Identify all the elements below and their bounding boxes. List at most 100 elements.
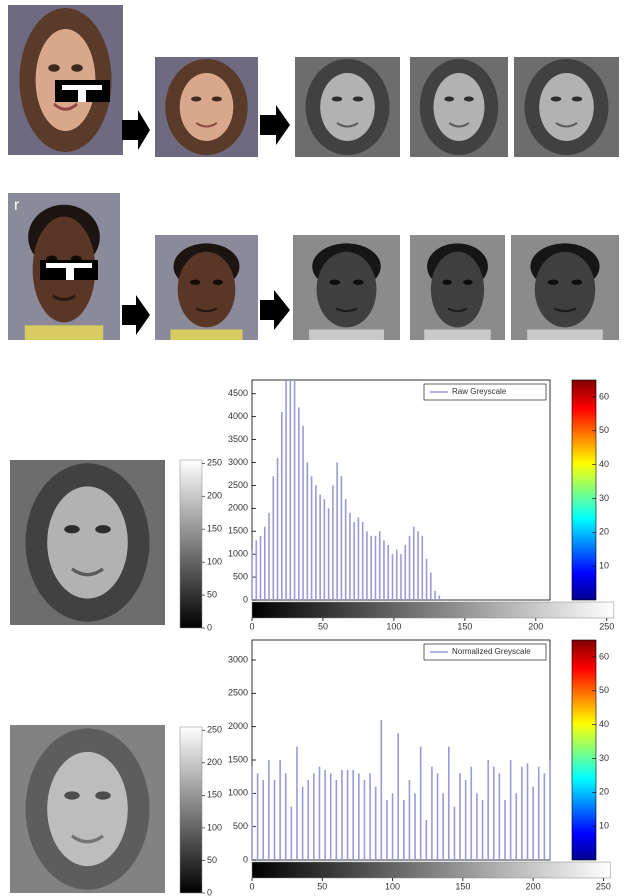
y-tick-label: 2500	[228, 480, 248, 490]
bar	[257, 773, 259, 860]
y-tick-label: 500	[233, 821, 248, 831]
bar	[358, 518, 360, 601]
y-tick-label: 1500	[228, 526, 248, 536]
y-tick-label: 2000	[228, 721, 248, 731]
bar	[285, 380, 287, 600]
bar	[521, 767, 523, 860]
bar	[366, 531, 368, 600]
bar	[302, 426, 304, 600]
bar	[347, 770, 349, 860]
bar	[281, 412, 283, 600]
bar	[426, 820, 428, 860]
bar	[285, 773, 287, 860]
photo	[293, 235, 400, 340]
bar	[392, 793, 394, 860]
photo	[511, 235, 619, 340]
arrow	[122, 295, 150, 335]
photo	[155, 235, 258, 340]
photo	[10, 725, 165, 893]
bar	[262, 780, 264, 860]
x-tick-label: 150	[457, 621, 472, 631]
bar	[421, 536, 423, 600]
jet-colorbar	[572, 640, 596, 860]
y-tick-label: 1000	[228, 788, 248, 798]
bar	[336, 463, 338, 601]
arrow	[122, 110, 150, 150]
y-tick-label: 2500	[228, 688, 248, 698]
bar	[328, 508, 330, 600]
bar	[426, 559, 428, 600]
arrow	[260, 105, 290, 145]
bar	[353, 522, 355, 600]
bar	[459, 773, 461, 860]
bar	[434, 591, 436, 600]
bar	[403, 800, 405, 860]
bar	[324, 770, 326, 860]
bar	[414, 793, 416, 860]
bar	[454, 807, 456, 860]
bar	[277, 458, 279, 600]
colorbar-label: 60	[599, 651, 609, 661]
bar	[279, 760, 281, 860]
bar	[381, 720, 383, 860]
figure: r 050010001500200025003000350040004500Ra…	[0, 0, 624, 896]
photo	[155, 57, 258, 157]
bar	[499, 773, 501, 860]
bar	[379, 531, 381, 600]
y-tick-label: 3000	[228, 654, 248, 664]
bar	[397, 733, 399, 860]
bar	[341, 770, 343, 860]
bar	[439, 595, 441, 600]
bar	[544, 773, 546, 860]
x-tick-label: 100	[385, 881, 400, 891]
bar	[375, 787, 377, 860]
bar	[448, 747, 450, 860]
colorbar-label: 0	[207, 887, 212, 896]
x-tick-label: 0	[249, 621, 254, 631]
bar	[298, 408, 300, 601]
colorbar-label: 100	[207, 556, 222, 566]
colorbar-label: 50	[599, 685, 609, 695]
colorbar-label: 20	[599, 787, 609, 797]
bar	[264, 527, 266, 600]
bar	[400, 554, 402, 600]
x-tick-label: 0	[249, 881, 254, 891]
x-tick-label: 250	[599, 621, 614, 631]
mark: r	[14, 197, 20, 214]
colorbar-label: 50	[207, 589, 217, 599]
y-tick-label: 1000	[228, 549, 248, 559]
bar	[476, 793, 478, 860]
bar	[345, 499, 347, 600]
bar	[330, 773, 332, 860]
bar	[302, 787, 304, 860]
bar	[430, 573, 432, 601]
bar	[493, 767, 495, 860]
bar	[383, 540, 385, 600]
bar	[336, 780, 338, 860]
bar	[251, 767, 253, 860]
bar	[420, 747, 422, 860]
bar	[396, 550, 398, 600]
y-tick-label: 1500	[228, 754, 248, 764]
bar	[532, 787, 534, 860]
bar	[392, 554, 394, 600]
x-tick-label: 200	[528, 621, 543, 631]
photo	[295, 57, 400, 157]
colorbar-label: 20	[599, 527, 609, 537]
bar	[409, 780, 411, 860]
bar	[442, 793, 444, 860]
bar	[409, 536, 411, 600]
bar	[504, 800, 506, 860]
bar	[291, 807, 293, 860]
y-tick-label: 0	[243, 854, 248, 864]
bar	[413, 527, 415, 600]
bar	[515, 793, 517, 860]
colorbar-label: 150	[207, 524, 222, 534]
bar	[251, 550, 253, 600]
colorbar-label: 150	[207, 790, 222, 800]
colorbar-label: 30	[599, 753, 609, 763]
bar	[386, 800, 388, 860]
y-tick-label: 2000	[228, 503, 248, 513]
colorbar-label: 250	[207, 725, 222, 735]
photo	[410, 235, 505, 340]
